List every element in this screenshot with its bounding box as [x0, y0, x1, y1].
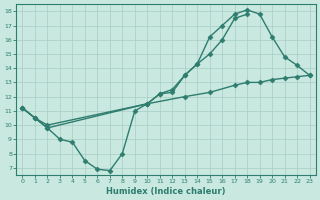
X-axis label: Humidex (Indice chaleur): Humidex (Indice chaleur): [106, 187, 226, 196]
